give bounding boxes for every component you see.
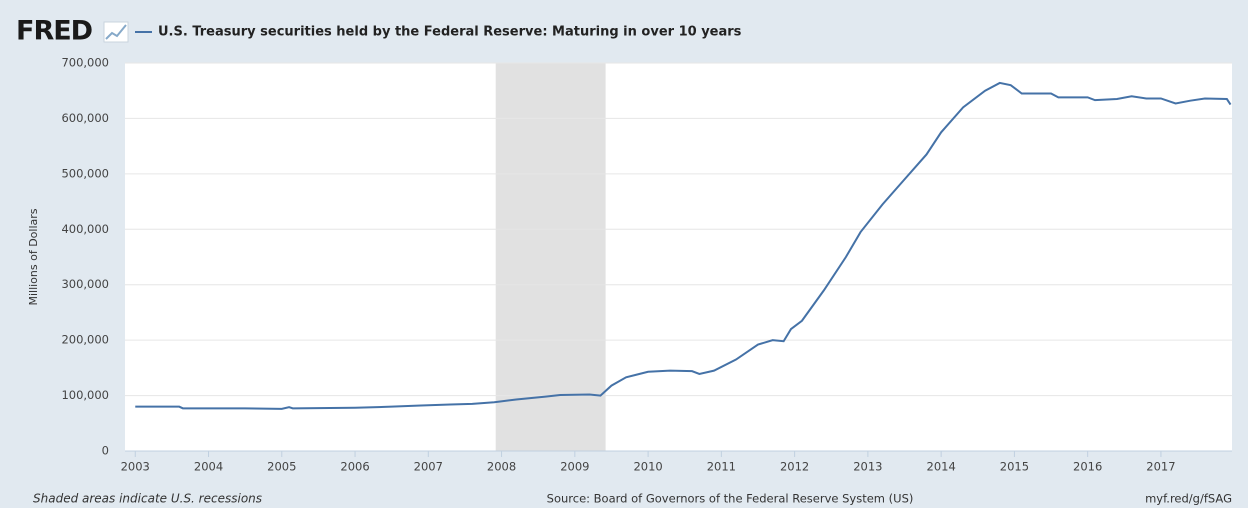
- x-tick-label: 2004: [194, 460, 223, 474]
- source: Source: Board of Governors of the Federa…: [547, 492, 914, 506]
- x-tick-label: 2006: [340, 460, 369, 474]
- recession-band: [495, 63, 606, 451]
- x-tick-label: 2007: [414, 460, 443, 474]
- chart-title: U.S. Treasury securities held by the Fed…: [158, 25, 742, 40]
- logo: FRED: [16, 16, 92, 47]
- y-tick-label: 0: [102, 444, 109, 458]
- y-tick-label: 300,000: [61, 277, 109, 291]
- y-tick-label: 600,000: [61, 111, 109, 125]
- link[interactable]: myf.red/g/fSAG: [1145, 492, 1232, 506]
- y-tick-label: 500,000: [61, 166, 109, 180]
- logo-icon: [103, 21, 129, 43]
- y-tick-label: 700,000: [61, 56, 109, 70]
- x-tick-label: 2014: [927, 460, 956, 474]
- x-tick-label: 2009: [560, 460, 589, 474]
- x-tick-label: 2013: [853, 460, 882, 474]
- x-tick-label: 2016: [1073, 460, 1102, 474]
- recession-note: Shaded areas indicate U.S. recessions: [33, 492, 262, 506]
- y-axis-label: Millions of Dollars: [27, 208, 40, 305]
- y-tick-label: 400,000: [61, 222, 109, 236]
- x-tick-label: 2008: [487, 460, 516, 474]
- x-tick-label: 2017: [1146, 460, 1175, 474]
- y-tick-label: 200,000: [61, 333, 109, 347]
- data-line: [135, 81, 1232, 410]
- x-tick-label: 2005: [267, 460, 296, 474]
- x-tick-label: 2003: [121, 460, 150, 474]
- x-tick-label: 2012: [780, 460, 809, 474]
- x-tick-label: 2010: [633, 460, 662, 474]
- plot-area: [125, 63, 1232, 451]
- x-tick-label: 2011: [707, 460, 736, 474]
- x-tick-label: 2015: [1000, 460, 1029, 474]
- y-tick-label: 100,000: [61, 388, 109, 402]
